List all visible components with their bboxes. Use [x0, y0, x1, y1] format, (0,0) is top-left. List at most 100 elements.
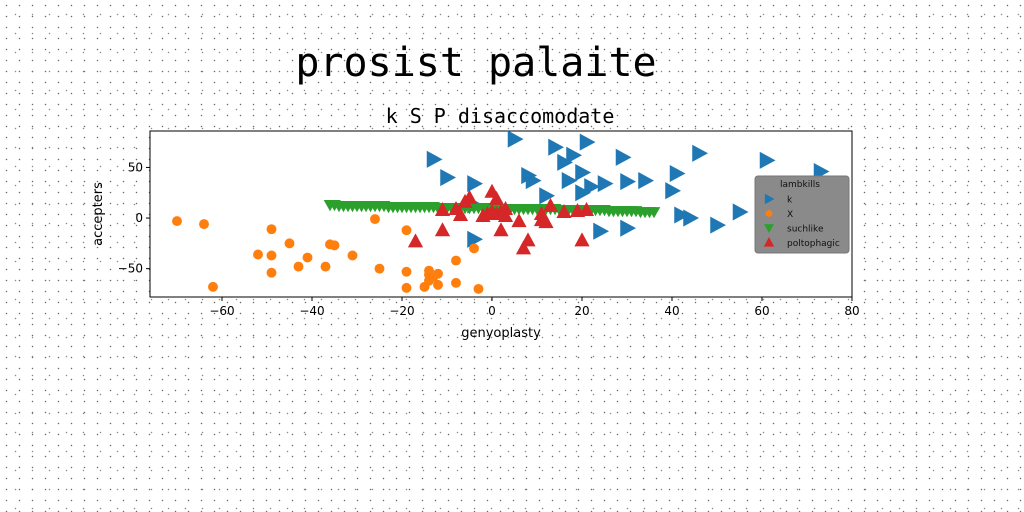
point-x — [374, 263, 385, 274]
point-x — [329, 240, 340, 251]
point-k — [593, 222, 609, 240]
y-tick-label: 50 — [128, 160, 143, 174]
point-x — [253, 249, 263, 260]
point-x — [320, 261, 331, 272]
point-x — [302, 252, 313, 263]
point-poltophagic — [556, 203, 572, 218]
point-poltophagic — [574, 232, 590, 247]
chart-title: k S P disaccomodate — [386, 104, 615, 128]
point-k — [584, 178, 600, 196]
point-suchlike — [647, 207, 661, 219]
point-k — [620, 173, 636, 191]
x-tick-label: −60 — [209, 304, 234, 318]
point-k — [548, 138, 564, 156]
point-k — [597, 175, 614, 193]
point-x — [266, 224, 277, 235]
legend-marker-suchlike — [764, 224, 774, 233]
point-k — [467, 230, 483, 248]
legend-marker-k — [764, 193, 775, 205]
plot-area: −60 −40 −20 0 20 40 60 80 −50 0 50 — [118, 130, 860, 318]
point-k — [674, 206, 690, 224]
x-tick-label: −20 — [389, 304, 414, 318]
legend-label-x: X — [787, 210, 793, 220]
point-k — [638, 172, 654, 190]
point-poltophagic — [542, 197, 559, 212]
point-x — [451, 255, 461, 266]
legend-marker-x — [765, 210, 773, 217]
point-poltophagic — [461, 189, 478, 204]
point-x — [370, 214, 380, 225]
point-poltophagic — [488, 190, 505, 205]
point-x — [293, 261, 304, 272]
point-k — [692, 144, 708, 162]
x-tick-label: 80 — [844, 304, 859, 318]
point-x — [433, 268, 443, 279]
legend-label-suchlike: suchlike — [787, 225, 824, 235]
legend-marker-poltophagic — [763, 237, 775, 247]
point-k — [759, 151, 776, 169]
point-poltophagic — [493, 222, 509, 237]
point-k — [665, 182, 681, 200]
point-x — [266, 250, 277, 261]
point-k — [467, 175, 483, 193]
point-poltophagic — [452, 207, 469, 222]
point-poltophagic — [520, 232, 536, 247]
point-k — [732, 203, 749, 221]
legend-label-poltophagic: poltophagic — [787, 239, 840, 249]
x-tick-label: 20 — [574, 304, 589, 318]
point-k — [579, 133, 596, 151]
point-poltophagic — [493, 203, 509, 218]
point-k — [525, 172, 542, 190]
figure-title: prosist palaite — [295, 40, 656, 86]
point-poltophagic — [407, 233, 424, 248]
legend-label-k: k — [787, 196, 793, 206]
point-x — [451, 277, 461, 288]
point-x — [473, 283, 484, 294]
point-k — [507, 130, 524, 148]
point-k — [426, 150, 443, 168]
point-k — [566, 146, 582, 164]
point-x — [401, 266, 412, 277]
series-k — [426, 130, 839, 248]
y-tick-label: 0 — [135, 211, 143, 225]
point-k — [615, 148, 632, 166]
legend-item-k: k — [764, 193, 793, 206]
point-k — [440, 169, 456, 187]
point-x — [433, 279, 443, 290]
y-axis: −50 0 50 — [118, 160, 150, 276]
point-x — [401, 225, 412, 236]
point-x — [469, 243, 479, 254]
series-poltophagic — [407, 183, 595, 255]
point-x — [266, 267, 277, 278]
legend-title: lambkills — [780, 180, 820, 190]
point-k — [575, 163, 591, 182]
point-k — [710, 216, 726, 234]
point-k — [575, 184, 591, 202]
x-axis-label: genyoplasty — [461, 326, 541, 341]
point-x — [199, 219, 209, 230]
x-tick-label: −40 — [299, 304, 324, 318]
point-poltophagic — [578, 201, 595, 216]
point-x — [347, 250, 358, 261]
point-k — [539, 187, 555, 205]
point-x — [284, 238, 295, 249]
legend-item-poltophagic: poltophagic — [763, 237, 840, 249]
y-axis-label: accepters — [91, 182, 106, 246]
point-x — [401, 282, 412, 293]
point-poltophagic — [434, 201, 451, 216]
series-x — [172, 214, 484, 294]
x-tick-label: 40 — [664, 304, 679, 318]
point-poltophagic — [515, 240, 532, 255]
y-tick-label: −50 — [118, 262, 143, 276]
legend-item-suchlike: suchlike — [764, 224, 824, 235]
legend-box — [754, 175, 850, 254]
x-axis: −60 −40 −20 0 20 40 60 80 — [209, 297, 860, 318]
x-tick-label: 0 — [488, 304, 496, 318]
point-k — [620, 219, 636, 237]
data-marks — [172, 130, 839, 294]
point-poltophagic — [538, 214, 554, 229]
point-k — [561, 172, 578, 190]
